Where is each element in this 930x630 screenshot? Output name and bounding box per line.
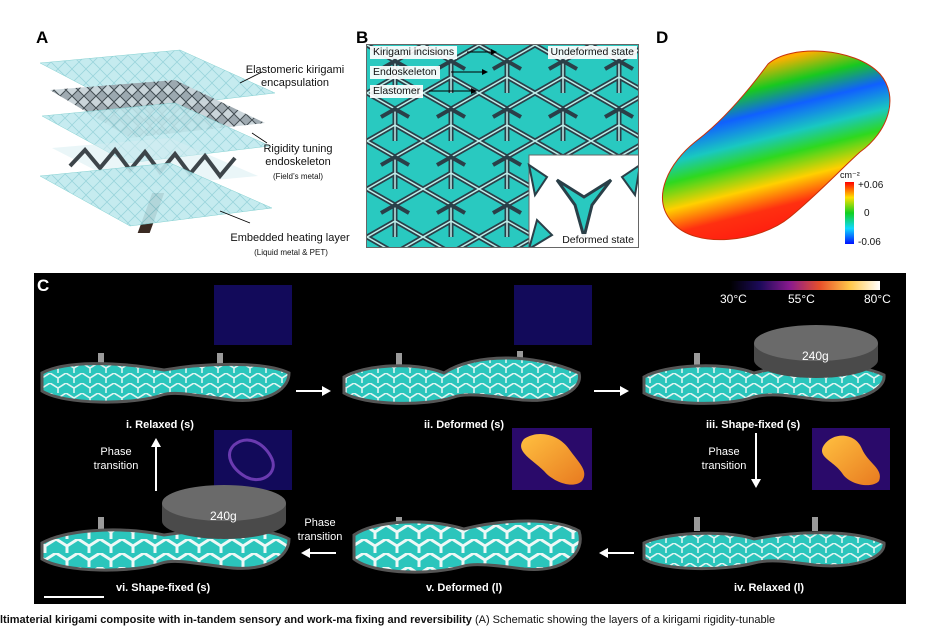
thermal-inset-1: [214, 285, 292, 345]
panel-a: A: [0, 0, 350, 270]
thermal-inset-2: [514, 285, 592, 345]
colorbar-mid: 0: [864, 208, 870, 219]
colorbar-min: -0.06: [858, 237, 881, 248]
label-b-endoskeleton: Endoskeleton: [370, 66, 440, 79]
thermal-inset-6: [214, 430, 292, 490]
temp-mid-label: 55°C: [788, 292, 815, 306]
panel-a-letter: A: [36, 28, 49, 47]
state-label-2: ii. Deformed (s): [424, 419, 505, 431]
temp-max-label: 80°C: [864, 292, 891, 306]
panel-b-letter: B: [356, 28, 369, 47]
callout-line: [251, 132, 268, 144]
label-heating: Embedded heating layer: [230, 232, 350, 244]
weight-disk-top: [754, 325, 878, 378]
deformed-inset: [527, 154, 638, 247]
label-heating-sub: (Liquid metal & PET): [254, 248, 328, 257]
callout-line: [219, 210, 251, 224]
state-label-5: v. Deformed (l): [426, 582, 503, 594]
label-endoskeleton: Rigidity tuning endoskeleton: [263, 143, 333, 168]
panel-c-letter: C: [37, 276, 50, 295]
thermal-inset-5: [512, 428, 592, 490]
temp-min-label: 30°C: [720, 292, 747, 306]
weight-label-top: 240g: [802, 349, 829, 363]
exploded-layer-schematic: [39, 49, 276, 233]
sample-deformed-l: [352, 519, 582, 574]
state-label-3: iii. Shape-fixed (s): [706, 419, 801, 431]
state-label-6: vi. Shape-fixed (s): [116, 582, 211, 594]
label-deformed: Deformed state: [559, 234, 637, 247]
label-endoskeleton-sub: (Field’s metal): [272, 172, 324, 181]
figure-caption-fragment: ltimaterial kirigami composite with in-t…: [0, 614, 930, 630]
panel-c: C 30°C 55°C 80°C 240g 240g i. Relaxed (s…: [34, 273, 906, 604]
sample-shapefixed-s-bottom: [40, 528, 291, 572]
label-incisions: Kirigami incisions: [370, 46, 458, 59]
sample-deformed-s: [342, 356, 581, 405]
phase-transition-left: Phase transition: [93, 446, 139, 472]
panel-d-letter: D: [656, 28, 669, 47]
panel-b: Kirigami incisions Endoskeleton Elastome…: [366, 44, 639, 248]
colorbar-unit: cm⁻²: [840, 170, 860, 180]
state-label-4: iv. Relaxed (l): [734, 582, 805, 594]
caption-bold: ltimaterial kirigami composite with in-t…: [0, 614, 472, 626]
thermal-inset-3: [812, 428, 890, 490]
colorbar: [845, 182, 854, 244]
phase-transition-right: Phase transition: [701, 446, 747, 472]
panel-c-graphics: [40, 281, 890, 598]
curvature-map-3d: [662, 50, 891, 244]
phase-transition-bottom: Phase transition: [297, 517, 343, 543]
layer-encapsulation-bottom: [39, 162, 273, 227]
colorbar-max: +0.06: [858, 180, 884, 191]
callout-line: [239, 71, 263, 84]
sample-relaxed-s: [40, 362, 291, 404]
caption-text: (A) Schematic showing the layers of a ki…: [471, 614, 776, 626]
curvature-surface: [662, 50, 891, 241]
sample-relaxed-l: [642, 531, 886, 571]
label-encapsulation: Elastomeric kirigami encapsulation: [245, 64, 345, 89]
temperature-colorbar: [730, 281, 880, 290]
label-undeformed: Undeformed state: [547, 46, 637, 59]
weight-label-bottom: 240g: [210, 509, 237, 523]
arrows: [151, 386, 761, 558]
label-elastomer: Elastomer: [370, 85, 424, 98]
weight-disk-bottom: [162, 485, 286, 539]
state-label-1: i. Relaxed (s): [126, 419, 194, 431]
